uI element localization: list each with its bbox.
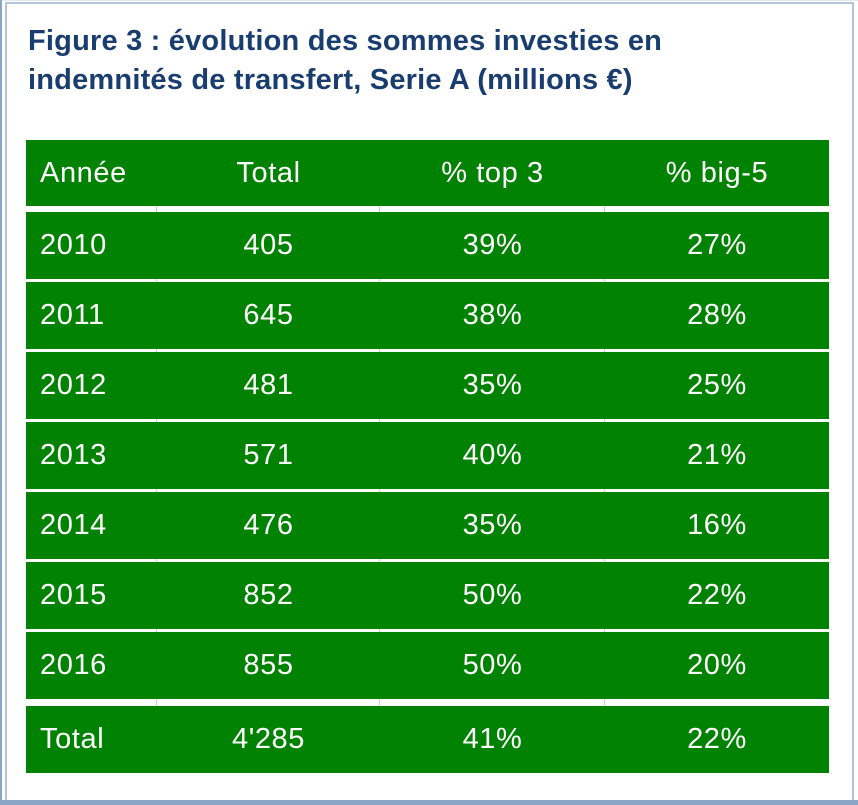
table-row-cell: 28% [687, 299, 747, 331]
table-header-row-cell: Année [40, 156, 127, 189]
row-separator [26, 629, 829, 632]
table-row-cell: 2016 [40, 649, 107, 681]
table-row: 2015 852 50% 22% [26, 562, 829, 629]
figure-title-line-1: Figure 3 : évolution des sommes investie… [28, 25, 663, 57]
table-row-cell: 2012 [40, 369, 107, 401]
table-row-cell: 571 [243, 439, 294, 471]
table-row-cell: 27% [687, 229, 747, 261]
table-row-cell: 2015 [40, 579, 107, 611]
row-separator [26, 489, 829, 492]
table-row-cell: 38% [462, 299, 523, 331]
table-row: 2011 645 38% 28% [26, 282, 829, 349]
window-edge-top [0, 0, 858, 1]
table-header-row: Année Total % top 3 % big-5 [26, 140, 829, 206]
table-row-cell: 2010 [40, 229, 107, 261]
table-header-row-cell: % big-5 [665, 156, 769, 189]
table-row-cell: 35% [462, 509, 523, 541]
header-separator [26, 206, 829, 212]
table-row-cell: 852 [243, 579, 294, 611]
table-row: 2014 476 35% 16% [26, 492, 829, 559]
table-row-cell: 481 [243, 369, 294, 401]
row-separator [26, 279, 829, 282]
table-header-row-cell: Total [236, 156, 301, 189]
row-separator [26, 349, 829, 352]
table-row-cell: 20% [687, 649, 747, 681]
table-row: 2013 571 40% 21% [26, 422, 829, 489]
table-row-cell: 2014 [40, 509, 107, 541]
window-edge-left [0, 0, 2, 805]
table-row-cell: 40% [462, 439, 523, 471]
table-footer-row-cell: 4'285 [231, 723, 306, 755]
transfer-sums-table: Année Total% top 3% big-5 2010 405 39% 27% 201… [26, 140, 829, 773]
window-bottom-bar [0, 800, 858, 805]
table-row-cell: 2013 [40, 439, 107, 471]
figure-title-line-2: indemnités de transfert, Serie A (millio… [28, 64, 633, 96]
table-row-cell: 405 [243, 229, 294, 261]
table-footer-row: Total 4'285 41% 22% [26, 706, 829, 773]
table-footer-row-cell: Total [40, 723, 105, 755]
table-row-cell: 39% [462, 229, 523, 261]
table-footer-row-cell: 41% [462, 723, 523, 755]
table-header-row-cell: % top 3 [441, 156, 544, 189]
table-row-cell: 22% [687, 579, 747, 611]
table-row: 2016 855 50% 20% [26, 632, 829, 699]
figure-title: Figure 3 : évolution des sommes investie… [28, 22, 662, 100]
table-row-cell: 25% [687, 369, 747, 401]
table-row-cell: 21% [687, 439, 747, 471]
table-row-cell: 476 [243, 509, 294, 541]
footer-separator [26, 699, 829, 706]
table-row-cell: 50% [462, 579, 523, 611]
table-row: 2010 405 39% 27% [26, 212, 829, 279]
table-row-cell: 645 [243, 299, 294, 331]
table-row-cell: 35% [462, 369, 523, 401]
table-row-cell: 855 [243, 649, 294, 681]
row-separator [26, 419, 829, 422]
table-row-cell: 2011 [40, 299, 105, 331]
table-row: 2012 481 35% 25% [26, 352, 829, 419]
table-footer-row-cell: 22% [687, 723, 747, 755]
row-separator [26, 559, 829, 562]
table-row-cell: 50% [462, 649, 523, 681]
table-row-cell: 16% [687, 509, 747, 541]
